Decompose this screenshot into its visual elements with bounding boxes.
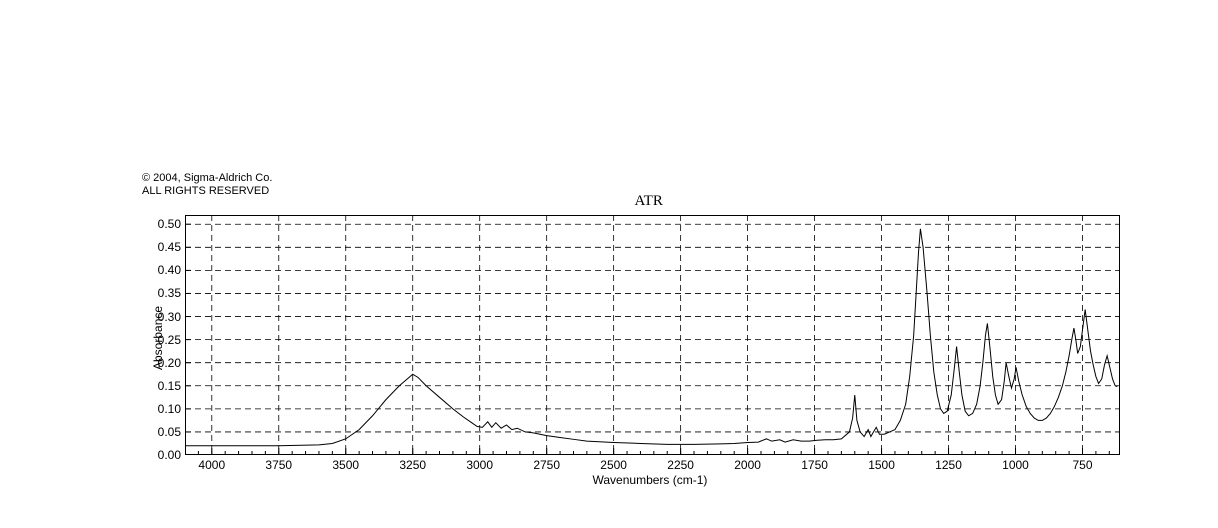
- y-tick-label: 0.15: [158, 379, 181, 393]
- x-tick-label: 4000: [192, 458, 232, 472]
- x-tick-label: 1000: [996, 458, 1036, 472]
- page-root: © 2004, Sigma-Aldrich Co. ALL RIGHTS RES…: [0, 0, 1218, 528]
- x-tick-label: 3250: [393, 458, 433, 472]
- copyright-line-2: ALL RIGHTS RESERVED: [142, 185, 272, 198]
- x-tick-label: 2000: [728, 458, 768, 472]
- chart-title: ATR: [635, 193, 663, 210]
- x-tick-label: 2750: [527, 458, 567, 472]
- x-tick-label: 1750: [795, 458, 835, 472]
- x-tick-label: 3750: [259, 458, 299, 472]
- x-axis-label: Wavenumbers (cm-1): [593, 473, 708, 487]
- y-tick-label: 0.40: [158, 263, 181, 277]
- x-tick-label: 2250: [661, 458, 701, 472]
- x-tick-label: 1500: [862, 458, 902, 472]
- y-tick-label: 0.35: [158, 286, 181, 300]
- copyright-line-1: © 2004, Sigma-Aldrich Co.: [142, 172, 272, 185]
- spectrum-svg: [185, 215, 1120, 455]
- plot-area: [185, 215, 1120, 455]
- y-tick-label: 0.50: [158, 217, 181, 231]
- copyright-block: © 2004, Sigma-Aldrich Co. ALL RIGHTS RES…: [142, 172, 272, 198]
- x-tick-label: 2500: [594, 458, 634, 472]
- y-tick-label: 0.30: [158, 310, 181, 324]
- y-tick-label: 0.20: [158, 356, 181, 370]
- y-tick-label: 0.45: [158, 240, 181, 254]
- y-tick-label: 0.10: [158, 402, 181, 416]
- x-tick-label: 3000: [460, 458, 500, 472]
- x-tick-label: 750: [1062, 458, 1102, 472]
- x-tick-label: 3500: [326, 458, 366, 472]
- y-tick-label: 0.00: [158, 448, 181, 462]
- y-tick-label: 0.05: [158, 425, 181, 439]
- x-tick-label: 1250: [929, 458, 969, 472]
- y-tick-label: 0.25: [158, 333, 181, 347]
